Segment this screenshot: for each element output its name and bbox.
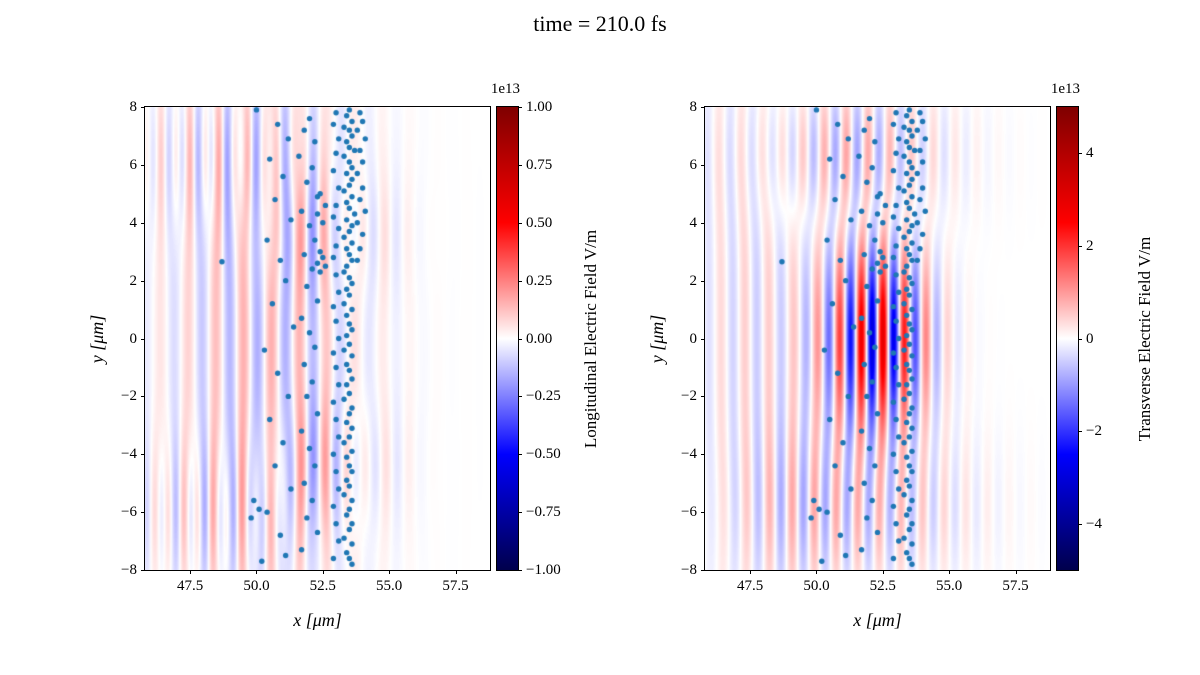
colorbar-tick-label: −0.25 [526,388,561,405]
y-tick [701,570,705,571]
y-tick [701,280,705,282]
x-tick-label: 55.0 [376,578,403,594]
y-tick-label: 6 [689,156,698,173]
x-tick [389,570,391,574]
field-plot-transverse [705,107,1050,570]
colorbar-tick-label: −2 [1086,423,1102,440]
y-tick [141,396,145,398]
colorbar-offset-text: 1e13 [490,81,520,97]
y-tick [141,570,145,571]
y-tick [701,338,705,340]
y-tick [701,454,705,456]
colorbar-tick-label: 0.50 [526,214,553,231]
colorbar-transverse [1056,106,1079,571]
axes-longitudinal [144,106,491,571]
y-tick [141,107,145,108]
axes-transverse [704,106,1051,571]
y-tick [141,222,145,224]
colorbar-tick [518,164,522,166]
x-tick [190,570,192,574]
colorbar-tick-label: 0 [1086,330,1094,347]
y-tick [701,512,705,514]
y-tick-label: −2 [121,388,137,405]
x-tick [322,570,324,574]
x-tick [882,570,884,574]
y-tick-label: 4 [129,214,138,231]
colorbar-tick [518,222,522,224]
y-tick [701,107,705,108]
y-tick-label: 0 [129,330,138,347]
y-tick-label: 0 [689,330,698,347]
x-tick-label: 57.5 [442,578,469,594]
y-tick-label: 6 [129,156,138,173]
colorbar-tick-label: 2 [1086,237,1094,254]
colorbar-tick-label: −4 [1086,515,1102,532]
colorbar-tick [518,454,522,456]
x-axis-label: x [μm] [293,610,342,630]
y-tick-label: 2 [689,272,698,289]
x-tick [455,570,457,574]
colorbar-tick-label: 0.25 [526,272,553,289]
y-tick [141,338,145,340]
colorbar-tick [518,107,522,108]
y-tick-label: −8 [681,562,697,578]
colorbar-tick-label: 4 [1086,145,1094,162]
colorbar-tick-label: −0.75 [526,504,561,521]
colorbar-tick-label: 0.75 [526,156,553,173]
y-tick-label: −6 [681,504,697,521]
y-tick [701,164,705,166]
x-tick-label: 57.5 [1002,578,1029,594]
y-tick [141,512,145,514]
colorbar-tick-label: 0.00 [526,330,553,347]
x-tick [750,570,752,574]
x-tick [816,570,818,574]
colorbar-tick [1078,245,1082,247]
y-tick [701,222,705,224]
x-tick [1015,570,1017,574]
y-tick-label: −6 [121,504,137,521]
colorbar-tick [518,512,522,514]
x-tick [256,570,258,574]
x-tick-label: 52.5 [869,578,896,594]
colorbar-offset-text: 1e13 [1050,81,1080,97]
x-tick-label: 50.0 [243,578,270,594]
colorbar-tick [1078,153,1082,155]
colorbar-tick-label: −0.50 [526,446,561,463]
x-tick [949,570,951,574]
x-tick-label: 55.0 [936,578,963,594]
colorbar-tick [518,396,522,398]
y-tick [141,164,145,166]
colorbar-tick [1078,431,1082,433]
y-tick [701,396,705,398]
y-tick [141,280,145,282]
y-tick-label: 4 [689,214,698,231]
x-axis-label: x [μm] [853,610,902,630]
y-tick-label: −8 [121,562,137,578]
colorbar-tick [518,338,522,340]
colorbar-tick [1078,338,1082,340]
field-plot-longitudinal [145,107,490,570]
colorbar-label-transverse: Transverse Electric Field V/m [1135,236,1154,441]
y-tick [141,454,145,456]
x-tick-label: 52.5 [309,578,336,594]
colorbar-tick-label: 1.00 [526,99,553,115]
colorbar-tick [518,280,522,282]
y-tick-label: −2 [681,388,697,405]
colorbar-tick-label: −1.00 [526,562,561,578]
y-tick-label: 8 [129,99,138,115]
colorbar-tick [518,570,522,571]
y-tick-label: 8 [689,99,698,115]
y-tick-label: −4 [121,446,137,463]
x-tick-label: 50.0 [803,578,830,594]
y-tick-label: −4 [681,446,697,463]
x-tick-label: 47.5 [736,578,764,594]
y-tick-label: 2 [129,272,138,289]
figure-title: time = 210.0 fs [533,11,667,36]
x-tick-label: 47.5 [176,578,204,594]
colorbar-tick [1078,523,1082,525]
